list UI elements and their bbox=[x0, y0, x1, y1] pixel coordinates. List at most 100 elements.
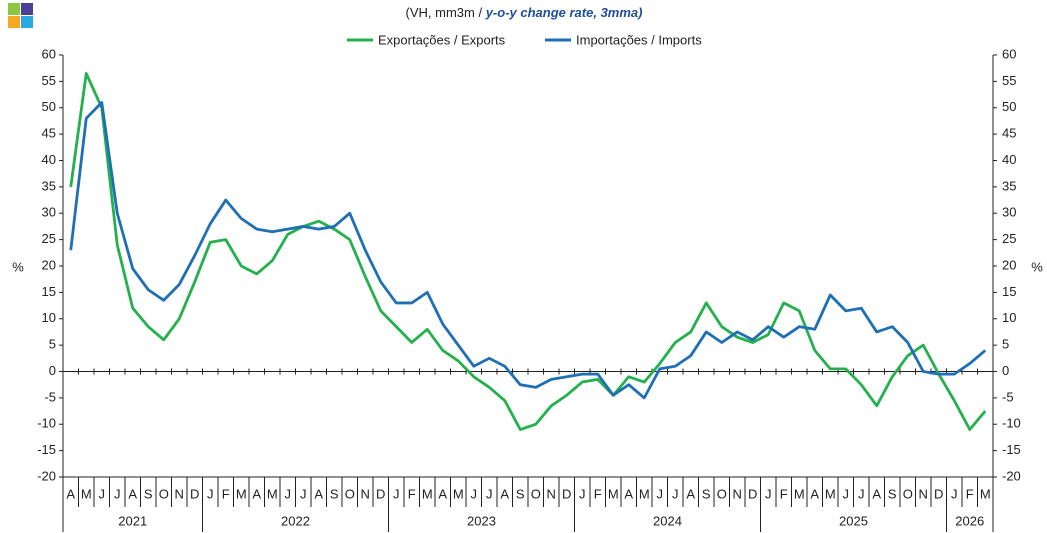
y2-tick-label: 20 bbox=[1002, 257, 1016, 272]
y-tick-label: 35 bbox=[42, 178, 56, 193]
y2-tick-label: -5 bbox=[1002, 389, 1014, 404]
x-tick-label: M bbox=[980, 486, 991, 501]
x-tick-label: O bbox=[159, 486, 169, 501]
y-tick-label: 50 bbox=[42, 99, 56, 114]
y2-tick-label: -10 bbox=[1002, 416, 1021, 431]
x-tick-label: N bbox=[175, 486, 184, 501]
y2-tick-label: 25 bbox=[1002, 231, 1016, 246]
x-tick-label: F bbox=[780, 486, 788, 501]
x-tick-label: A bbox=[66, 486, 75, 501]
x-tick-label: M bbox=[267, 486, 278, 501]
x-tick-label: A bbox=[810, 486, 819, 501]
x-tick-label: A bbox=[686, 486, 695, 501]
y-tick-label: 20 bbox=[42, 257, 56, 272]
x-tick-label: S bbox=[888, 486, 897, 501]
y-tick-label: -10 bbox=[37, 416, 56, 431]
x-tick-label: A bbox=[872, 486, 881, 501]
year-label: 2023 bbox=[467, 513, 496, 528]
x-tick-label: J bbox=[285, 486, 292, 501]
x-tick-label: M bbox=[422, 486, 433, 501]
y2-tick-label: 50 bbox=[1002, 99, 1016, 114]
x-tick-label: N bbox=[733, 486, 742, 501]
y2-axis-label: % bbox=[1031, 259, 1043, 274]
year-label: 2025 bbox=[839, 513, 868, 528]
title-sub: y-o-y change rate, 3mma) bbox=[485, 5, 643, 20]
y-tick-label: -20 bbox=[37, 468, 56, 483]
x-tick-label: F bbox=[222, 486, 230, 501]
x-tick-label: O bbox=[345, 486, 355, 501]
x-tick-label: M bbox=[639, 486, 650, 501]
series-line bbox=[69, 72, 987, 431]
y-tick-label: 45 bbox=[42, 126, 56, 141]
y2-tick-label: -15 bbox=[1002, 442, 1021, 457]
x-tick-label: D bbox=[562, 486, 571, 501]
x-tick-label: J bbox=[393, 486, 400, 501]
year-label: 2026 bbox=[955, 513, 984, 528]
y2-tick-label: 60 bbox=[1002, 46, 1016, 61]
x-tick-label: S bbox=[702, 486, 711, 501]
y2-tick-label: 15 bbox=[1002, 284, 1016, 299]
title-main: (VH, mm3m / bbox=[406, 5, 483, 20]
x-tick-label: S bbox=[330, 486, 339, 501]
y2-tick-label: 0 bbox=[1002, 363, 1009, 378]
x-tick-label: J bbox=[486, 486, 493, 501]
x-tick-label: J bbox=[657, 486, 664, 501]
x-tick-label: D bbox=[748, 486, 757, 501]
y-axis-label: % bbox=[12, 259, 24, 274]
x-tick-label: A bbox=[314, 486, 323, 501]
x-tick-label: J bbox=[672, 486, 679, 501]
y2-tick-label: 40 bbox=[1002, 152, 1016, 167]
y2-tick-label: 45 bbox=[1002, 126, 1016, 141]
x-tick-label: J bbox=[579, 486, 586, 501]
x-tick-label: O bbox=[717, 486, 727, 501]
x-tick-label: O bbox=[531, 486, 541, 501]
x-tick-label: M bbox=[794, 486, 805, 501]
x-tick-label: F bbox=[966, 486, 974, 501]
y2-tick-label: 30 bbox=[1002, 205, 1016, 220]
x-tick-label: D bbox=[376, 486, 385, 501]
logo bbox=[8, 3, 33, 28]
y2-tick-label: 10 bbox=[1002, 310, 1016, 325]
legend-label: Exportações / Exports bbox=[378, 32, 506, 47]
y-tick-label: 30 bbox=[42, 205, 56, 220]
y-tick-label: 55 bbox=[42, 73, 56, 88]
chart-title: (VH, mm3m / y-o-y change rate, 3mma) bbox=[406, 5, 643, 20]
x-tick-label: S bbox=[516, 486, 525, 501]
y-tick-label: -5 bbox=[44, 389, 56, 404]
y2-tick-label: 5 bbox=[1002, 337, 1009, 352]
x-tick-label: J bbox=[951, 486, 958, 501]
x-tick-label: F bbox=[408, 486, 416, 501]
y-tick-label: -15 bbox=[37, 442, 56, 457]
x-tick-label: A bbox=[438, 486, 447, 501]
y2-tick-label: 55 bbox=[1002, 73, 1016, 88]
x-tick-label: M bbox=[453, 486, 464, 501]
y-tick-label: 25 bbox=[42, 231, 56, 246]
x-tick-label: F bbox=[594, 486, 602, 501]
x-tick-label: M bbox=[608, 486, 619, 501]
year-label: 2022 bbox=[281, 513, 310, 528]
y-tick-label: 0 bbox=[49, 363, 56, 378]
x-tick-label: O bbox=[903, 486, 913, 501]
x-tick-label: A bbox=[252, 486, 261, 501]
series-line bbox=[69, 101, 987, 400]
year-label: 2021 bbox=[118, 513, 147, 528]
x-tick-label: N bbox=[547, 486, 556, 501]
x-tick-label: J bbox=[99, 486, 106, 501]
x-tick-label: M bbox=[236, 486, 247, 501]
x-tick-label: D bbox=[190, 486, 199, 501]
y-tick-label: 40 bbox=[42, 152, 56, 167]
y-tick-label: 60 bbox=[42, 46, 56, 61]
x-tick-label: J bbox=[843, 486, 850, 501]
x-tick-label: A bbox=[500, 486, 509, 501]
x-tick-label: D bbox=[934, 486, 943, 501]
x-tick-label: J bbox=[114, 486, 121, 501]
year-label: 2024 bbox=[653, 513, 682, 528]
x-tick-label: N bbox=[361, 486, 370, 501]
x-tick-label: A bbox=[128, 486, 137, 501]
x-tick-label: S bbox=[144, 486, 153, 501]
x-tick-label: J bbox=[765, 486, 772, 501]
y-tick-label: 5 bbox=[49, 337, 56, 352]
x-tick-label: J bbox=[471, 486, 478, 501]
x-tick-label: N bbox=[919, 486, 928, 501]
